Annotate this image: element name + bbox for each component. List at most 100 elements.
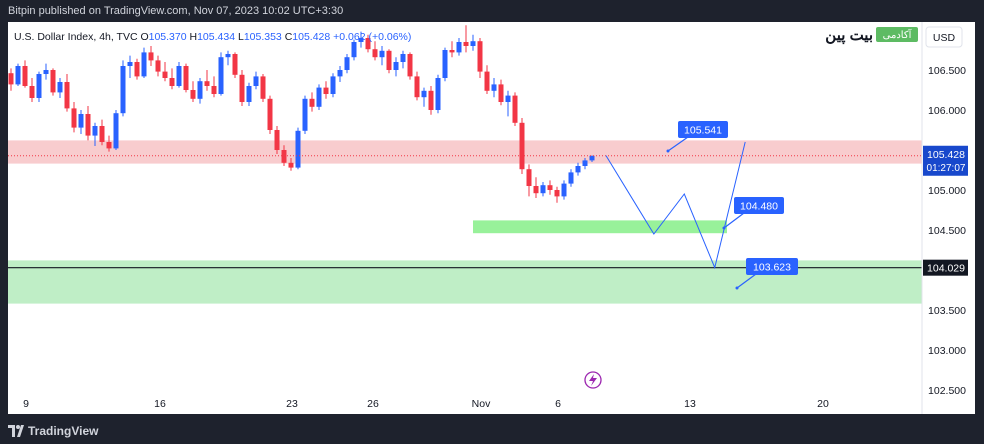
- candle-body: [358, 38, 364, 42]
- candle-body: [57, 82, 63, 93]
- callout-box: [734, 197, 784, 214]
- time-tick-label: 26: [367, 398, 379, 410]
- legend-value: 105.428: [292, 31, 333, 43]
- currency-label: USD: [933, 32, 956, 44]
- time-tick-label: 20: [817, 398, 829, 410]
- time-tick-label: 13: [684, 398, 696, 410]
- callout-box: [746, 258, 798, 275]
- candle-body: [400, 54, 406, 62]
- candle-body: [295, 130, 301, 168]
- candle-body: [204, 81, 210, 86]
- candle-body: [330, 76, 336, 94]
- time-tick-label: 9: [23, 398, 29, 410]
- candle-body: [526, 169, 532, 186]
- candle-body: [533, 186, 539, 194]
- candle-body: [211, 86, 217, 94]
- candle-body: [407, 54, 413, 77]
- callout-box: [678, 121, 728, 138]
- candle-body: [141, 52, 147, 77]
- candle-body: [225, 54, 231, 58]
- candle-body: [505, 95, 511, 102]
- candle-body: [253, 76, 259, 86]
- callout-1[interactable]: 105.541: [666, 121, 729, 153]
- time-tick-label: Nov: [472, 398, 491, 410]
- callout-label: 103.623: [753, 262, 791, 274]
- candle-body: [414, 76, 420, 98]
- candle-body: [316, 87, 322, 107]
- candle-body: [246, 86, 252, 102]
- candle-body: [85, 114, 91, 136]
- price-tick-label: 103.500: [928, 305, 966, 317]
- candle-body: [337, 70, 343, 77]
- candle-body: [15, 66, 21, 85]
- legend-value: U.S. Dollar Index, 4h, TVC: [14, 31, 140, 43]
- candle-body: [519, 122, 525, 170]
- callout-3[interactable]: 103.623: [735, 258, 799, 290]
- candle-body: [575, 166, 581, 173]
- candle-body: [386, 50, 392, 70]
- candle-body: [372, 49, 378, 58]
- candle-body: [127, 62, 133, 66]
- price-tick-label: 103.000: [928, 345, 966, 357]
- time-tick-label: 16: [154, 398, 166, 410]
- tradingview-logo-icon: [8, 425, 24, 437]
- price-tick-label: 106.500: [928, 65, 966, 77]
- zone-resistance: [8, 140, 922, 164]
- candle-body: [274, 130, 280, 150]
- price-tick-label: 105.000: [928, 185, 966, 197]
- legend-value: 105.353: [244, 31, 285, 43]
- callout-pointer: [667, 136, 689, 152]
- candle-body: [71, 108, 77, 128]
- callout-pointer: [723, 212, 745, 229]
- candle-body: [260, 76, 266, 99]
- candle-body: [190, 90, 196, 99]
- callout-anchor: [735, 286, 739, 290]
- callout-label: 105.541: [684, 125, 722, 137]
- candle-body: [344, 57, 350, 70]
- legend-value: L: [238, 31, 244, 43]
- symbol-legend: U.S. Dollar Index, 4h, TVC O105.370 H105…: [14, 31, 411, 43]
- candle-body: [155, 60, 161, 72]
- candle-body: [29, 86, 35, 98]
- candle-body: [281, 150, 287, 163]
- lightning-icon: [589, 374, 597, 386]
- footer-bar: TradingView: [0, 420, 984, 444]
- projection-path[interactable]: [605, 141, 746, 270]
- candle-body: [288, 162, 294, 168]
- legend-value: 105.370: [149, 31, 190, 43]
- candle-body: [484, 71, 490, 91]
- currency-button[interactable]: [925, 26, 963, 48]
- candle-body: [169, 78, 175, 86]
- price-tick-label: 104.500: [928, 225, 966, 237]
- candle-body: [442, 50, 448, 78]
- candle-body: [239, 74, 245, 102]
- zone-support-upper: [473, 220, 727, 234]
- legend-value: +0.062 (+0.06%): [333, 31, 411, 43]
- candle-body: [561, 183, 567, 197]
- candle-body: [134, 62, 140, 77]
- candle-body: [582, 160, 588, 166]
- bar-countdown-label: 01:27:07: [927, 163, 966, 174]
- candle-body: [428, 90, 434, 110]
- publish-bar: Bitpin published on TradingView.com, Nov…: [0, 0, 984, 22]
- candle-body: [365, 38, 371, 50]
- candle-body: [148, 52, 154, 61]
- candle-body: [309, 98, 315, 107]
- last-price-tag: [923, 145, 968, 176]
- candle-body: [421, 90, 427, 98]
- candle-body: [589, 155, 595, 161]
- candle-body: [470, 41, 476, 46]
- candle-body: [113, 113, 119, 149]
- callout-2[interactable]: 104.480: [722, 197, 785, 230]
- candle-body: [568, 172, 574, 184]
- candle-body: [463, 42, 469, 46]
- hline-price-label: 104.029: [927, 263, 965, 275]
- candle-body: [99, 126, 105, 142]
- candle-body: [232, 54, 238, 75]
- candle-body: [547, 185, 553, 190]
- candle-body: [162, 71, 168, 78]
- last-price-label: 105.428: [927, 149, 965, 161]
- candle-body: [491, 84, 497, 91]
- legend-value: C: [285, 31, 293, 43]
